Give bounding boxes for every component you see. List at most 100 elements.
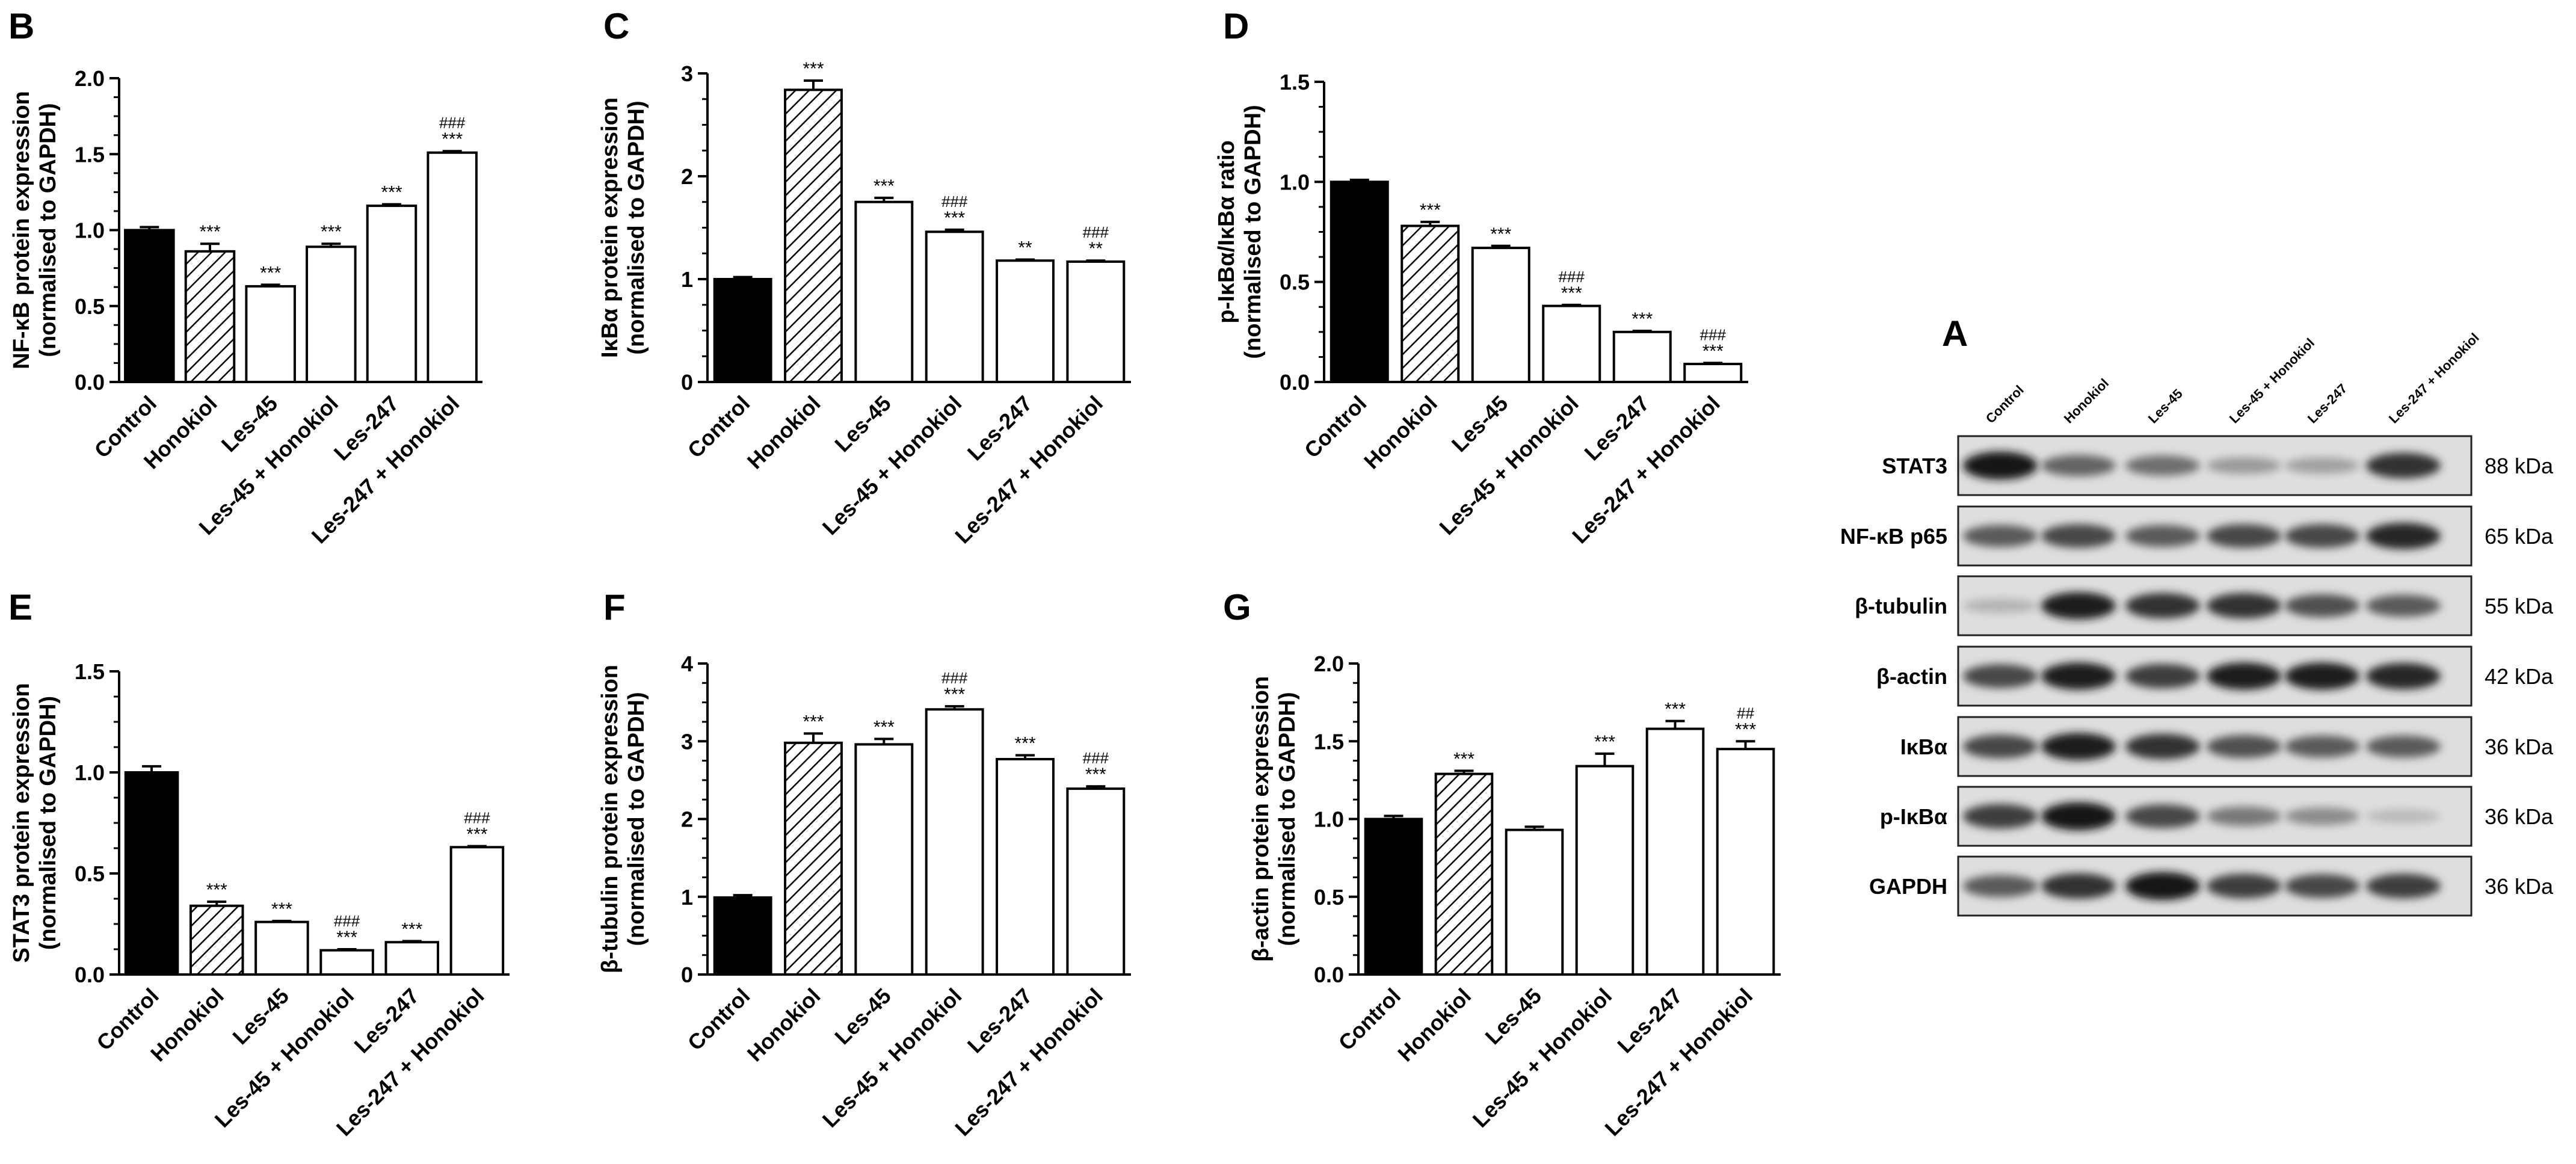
blot-band <box>2041 455 2116 476</box>
y-tick-label: 1.5 <box>75 142 105 167</box>
bar-honokiol <box>784 88 843 384</box>
significance-stars: *** <box>874 717 895 737</box>
blot-row-nf-b-p65: NF-κB p65 65 kDa <box>1840 505 2554 567</box>
blot-band <box>2285 524 2359 548</box>
bar-control <box>713 896 772 976</box>
significance-stars: *** <box>206 880 227 900</box>
y-tick-label: 1.0 <box>1280 170 1310 194</box>
significance-stars: *** <box>1665 700 1686 719</box>
bar-honokiol <box>1400 224 1460 383</box>
blot-band <box>2207 734 2281 759</box>
lane-label: Control <box>1983 383 2027 426</box>
blot-band <box>2125 664 2200 689</box>
y-axis-title: STAT3 protein expression(normalised to G… <box>9 683 61 962</box>
bar-les-45 <box>854 200 914 383</box>
blot-band <box>2041 524 2116 548</box>
blot-band <box>2125 872 2200 901</box>
blot-band <box>2366 594 2441 617</box>
blot-band <box>2285 874 2359 898</box>
blot-row--actin: β-actin 42 kDa <box>1876 645 2554 707</box>
bar-honokiol <box>784 741 843 976</box>
significance-hashes: ### <box>1083 749 1109 767</box>
blot-band <box>2366 735 2441 758</box>
lane-label: Les-247 <box>2305 381 2350 426</box>
chart-panel-c: C 0 1 2 3 IκBα protein expression(normalised … <box>597 6 1131 548</box>
blot-row--tubulin: β-tubulin 55 kDa <box>1855 575 2554 636</box>
bar-control <box>1330 180 1389 383</box>
blot-band <box>2125 455 2200 476</box>
blot-band <box>2366 663 2441 689</box>
blot-band <box>2207 873 2281 899</box>
panel-label: E <box>8 587 32 627</box>
blot-band <box>2207 593 2281 619</box>
kda-label: 88 kDa <box>2485 454 2554 478</box>
x-tick-label: Les-45 + Honokiol <box>818 391 967 540</box>
panel-label: D <box>1223 6 1249 46</box>
x-tick-label: Control <box>1334 984 1405 1055</box>
blot-band <box>2207 457 2281 474</box>
significance-stars: *** <box>1420 200 1441 220</box>
y-tick-label: 3 <box>681 61 693 86</box>
significance-hashes: ### <box>941 192 968 211</box>
blot-band <box>2125 733 2200 760</box>
x-tick-label: Honokiol <box>742 984 825 1067</box>
significance-hashes: ### <box>941 669 968 687</box>
protein-label: IκBα <box>1900 734 1947 759</box>
blot-band <box>2041 662 2116 690</box>
blot-band <box>2285 457 2359 474</box>
x-tick-label: Les-45 <box>227 984 294 1050</box>
kda-label: 65 kDa <box>2485 524 2554 549</box>
lane-label: Les-45 + Honokiol <box>2226 335 2317 426</box>
protein-label: β-tubulin <box>1855 594 1947 618</box>
blot-band <box>1963 598 2038 614</box>
y-tick-label: 2 <box>681 807 693 832</box>
x-tick-label: Les-45 <box>830 984 896 1050</box>
blot-band <box>2285 594 2359 618</box>
significance-hashes: ### <box>334 912 360 930</box>
significance-stars: *** <box>260 263 281 283</box>
bar-honokiol <box>184 250 236 383</box>
bar-les-45-honokiol <box>1575 765 1635 976</box>
significance-stars: *** <box>321 222 342 242</box>
y-axis-title: NF-κB protein expression(normalised to G… <box>9 91 61 369</box>
bar-les-45-honokiol <box>319 949 374 976</box>
x-tick-label: Les-45 + Honokiol <box>1434 391 1583 540</box>
chart-panel-b: B 0.0 0.5 1.0 1.5 2.0 NF-κB protein expression… <box>8 6 482 548</box>
bar-control <box>1364 818 1423 976</box>
y-tick-label: 1 <box>681 267 693 292</box>
blot-band <box>2125 804 2200 828</box>
x-tick-label: Control <box>683 391 754 463</box>
protein-label: GAPDH <box>1869 874 1947 899</box>
y-axis-title: β-tubulin protein expression(normalised … <box>597 665 649 973</box>
x-tick-label: Les-45 <box>1447 391 1513 457</box>
significance-stars: ** <box>1089 239 1103 259</box>
bar-les-247-honokiol <box>1066 260 1126 383</box>
bar-les-45 <box>854 743 914 976</box>
significance-stars: *** <box>381 183 402 203</box>
bar-honokiol <box>1434 772 1494 976</box>
blot-band <box>2041 733 2116 760</box>
chart-panel-d: D 0.0 0.5 1.0 1.5 p-IκBα/IκBα ratio(normalise… <box>1214 6 1748 548</box>
significance-stars: *** <box>401 920 422 940</box>
blot-band <box>2366 873 2441 899</box>
significance-stars: *** <box>1702 341 1724 361</box>
x-tick-label: Control <box>683 984 754 1055</box>
x-tick-label: Les-45 <box>830 391 896 457</box>
blot-band <box>2366 809 2441 824</box>
bar-les-247-honokiol <box>427 151 478 383</box>
y-tick-label: 0 <box>681 370 693 395</box>
significance-stars: *** <box>1632 309 1653 329</box>
y-tick-label: 0.0 <box>75 370 105 395</box>
y-tick-label: 3 <box>681 729 693 754</box>
panel-label: A <box>1942 313 1968 354</box>
significance-stars: *** <box>803 59 824 79</box>
blot-band <box>2207 806 2281 827</box>
bar-les-45 <box>1471 247 1530 384</box>
significance-stars: *** <box>1561 283 1582 303</box>
significance-stars: *** <box>199 222 220 242</box>
bar-les-247 <box>1645 727 1705 976</box>
blot-band <box>2041 802 2116 831</box>
blot-band <box>2125 525 2200 547</box>
